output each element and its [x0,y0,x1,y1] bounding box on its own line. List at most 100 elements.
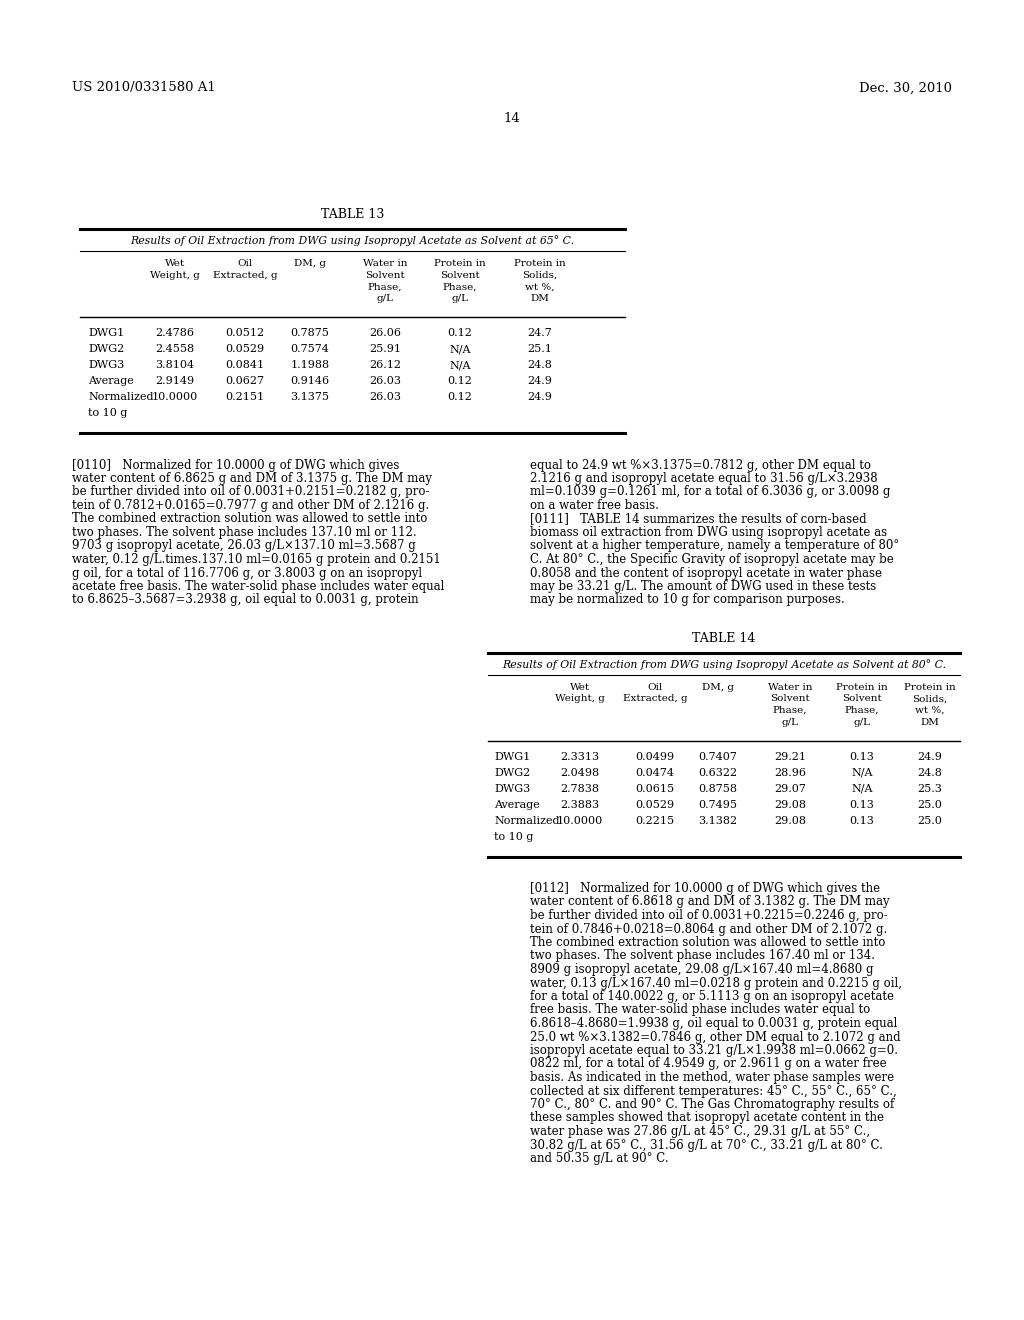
Text: 0.8058 and the content of isopropyl acetate in water phase: 0.8058 and the content of isopropyl acet… [530,566,882,579]
Text: 0.0841: 0.0841 [225,360,264,370]
Text: 0.12: 0.12 [447,392,472,403]
Text: US 2010/0331580 A1: US 2010/0331580 A1 [72,82,216,95]
Text: 30.82 g/L at 65° C., 31.56 g/L at 70° C., 33.21 g/L at 80° C.: 30.82 g/L at 65° C., 31.56 g/L at 70° C.… [530,1138,883,1151]
Text: basis. As indicated in the method, water phase samples were: basis. As indicated in the method, water… [530,1071,894,1084]
Text: acetate free basis. The water-solid phase includes water equal: acetate free basis. The water-solid phas… [72,579,444,593]
Text: TABLE 13: TABLE 13 [321,209,384,222]
Text: The combined extraction solution was allowed to settle into: The combined extraction solution was all… [530,936,886,949]
Text: 0.13: 0.13 [850,751,874,762]
Text: 0.2151: 0.2151 [225,392,264,403]
Text: Water in
Solvent
Phase,
g/L: Water in Solvent Phase, g/L [768,682,812,727]
Text: 0.7875: 0.7875 [291,327,330,338]
Text: 26.03: 26.03 [369,376,401,385]
Text: 0.13: 0.13 [850,800,874,809]
Text: 3.1382: 3.1382 [698,816,737,825]
Text: to 10 g: to 10 g [494,832,534,842]
Text: 24.9: 24.9 [918,751,942,762]
Text: Protein in
Solids,
wt %,
DM: Protein in Solids, wt %, DM [904,682,955,727]
Text: 29.08: 29.08 [774,816,806,825]
Text: tein of 0.7812+0.0165=0.7977 g and other DM of 2.1216 g.: tein of 0.7812+0.0165=0.7977 g and other… [72,499,429,512]
Text: Protein in
Solvent
Phase,
g/L: Protein in Solvent Phase, g/L [434,259,485,304]
Text: Results of Oil Extraction from DWG using Isopropyl Acetate as Solvent at 80° C.: Results of Oil Extraction from DWG using… [502,659,946,671]
Text: 0.7574: 0.7574 [291,345,330,354]
Text: 0.12: 0.12 [447,376,472,385]
Text: 0.7407: 0.7407 [698,751,737,762]
Text: to 10 g: to 10 g [88,408,127,418]
Text: TABLE 14: TABLE 14 [692,632,756,645]
Text: water content of 6.8618 g and DM of 3.1382 g. The DM may: water content of 6.8618 g and DM of 3.13… [530,895,890,908]
Text: Wet
Weight, g: Wet Weight, g [555,682,605,704]
Text: 24.9: 24.9 [527,376,552,385]
Text: 14: 14 [504,111,520,124]
Text: Dec. 30, 2010: Dec. 30, 2010 [859,82,952,95]
Text: water, 0.12 g/L.times.137.10 ml=0.0165 g protein and 0.2151: water, 0.12 g/L.times.137.10 ml=0.0165 g… [72,553,440,566]
Text: 0.0615: 0.0615 [636,784,675,793]
Text: 0822 ml, for a total of 4.9549 g, or 2.9611 g on a water free: 0822 ml, for a total of 4.9549 g, or 2.9… [530,1057,887,1071]
Text: Protein in
Solvent
Phase,
g/L: Protein in Solvent Phase, g/L [837,682,888,727]
Text: 0.0529: 0.0529 [225,345,264,354]
Text: isopropyl acetate equal to 33.21 g/L×1.9938 ml=0.0662 g=0.: isopropyl acetate equal to 33.21 g/L×1.9… [530,1044,898,1057]
Text: to 6.8625–3.5687=3.2938 g, oil equal to 0.0031 g, protein: to 6.8625–3.5687=3.2938 g, oil equal to … [72,594,419,606]
Text: 1.1988: 1.1988 [291,360,330,370]
Text: 2.7838: 2.7838 [560,784,599,793]
Text: 0.0529: 0.0529 [636,800,675,809]
Text: these samples showed that isopropyl acetate content in the: these samples showed that isopropyl acet… [530,1111,884,1125]
Text: water content of 6.8625 g and DM of 3.1375 g. The DM may: water content of 6.8625 g and DM of 3.13… [72,473,432,484]
Text: [0112]   Normalized for 10.0000 g of DWG which gives the: [0112] Normalized for 10.0000 g of DWG w… [530,882,880,895]
Text: 10.0000: 10.0000 [557,816,603,825]
Text: 26.12: 26.12 [369,360,401,370]
Text: on a water free basis.: on a water free basis. [530,499,658,512]
Text: Oil
Extracted, g: Oil Extracted, g [623,682,687,704]
Text: may be 33.21 g/L. The amount of DWG used in these tests: may be 33.21 g/L. The amount of DWG used… [530,579,877,593]
Text: 29.21: 29.21 [774,751,806,762]
Text: Average: Average [88,376,134,385]
Text: Results of Oil Extraction from DWG using Isopropyl Acetate as Solvent at 65° C.: Results of Oil Extraction from DWG using… [130,235,574,247]
Text: The combined extraction solution was allowed to settle into: The combined extraction solution was all… [72,512,427,525]
Text: 0.6322: 0.6322 [698,767,737,777]
Text: 25.91: 25.91 [369,345,401,354]
Text: [0110]   Normalized for 10.0000 g of DWG which gives: [0110] Normalized for 10.0000 g of DWG w… [72,458,399,471]
Text: be further divided into oil of 0.0031+0.2151=0.2182 g, pro-: be further divided into oil of 0.0031+0.… [72,486,429,499]
Text: 0.0499: 0.0499 [636,751,675,762]
Text: Water in
Solvent
Phase,
g/L: Water in Solvent Phase, g/L [362,259,408,304]
Text: tein of 0.7846+0.0218=0.8064 g and other DM of 2.1072 g.: tein of 0.7846+0.0218=0.8064 g and other… [530,923,887,936]
Text: DWG3: DWG3 [88,360,124,370]
Text: Oil
Extracted, g: Oil Extracted, g [213,259,278,280]
Text: two phases. The solvent phase includes 167.40 ml or 134.: two phases. The solvent phase includes 1… [530,949,874,962]
Text: 25.1: 25.1 [527,345,552,354]
Text: 25.3: 25.3 [918,784,942,793]
Text: 3.1375: 3.1375 [291,392,330,403]
Text: ml=0.1039 g=0.1261 ml, for a total of 6.3036 g, or 3.0098 g: ml=0.1039 g=0.1261 ml, for a total of 6.… [530,486,891,499]
Text: 25.0: 25.0 [918,816,942,825]
Text: Wet
Weight, g: Wet Weight, g [151,259,200,280]
Text: 29.07: 29.07 [774,784,806,793]
Text: water phase was 27.86 g/L at 45° C., 29.31 g/L at 55° C.,: water phase was 27.86 g/L at 45° C., 29.… [530,1125,870,1138]
Text: 25.0 wt %×3.1382=0.7846 g, other DM equal to 2.1072 g and: 25.0 wt %×3.1382=0.7846 g, other DM equa… [530,1031,901,1044]
Text: N/A: N/A [450,345,471,354]
Text: free basis. The water-solid phase includes water equal to: free basis. The water-solid phase includ… [530,1003,870,1016]
Text: DWG2: DWG2 [494,767,530,777]
Text: 2.9149: 2.9149 [156,376,195,385]
Text: [0111]   TABLE 14 summarizes the results of corn-based: [0111] TABLE 14 summarizes the results o… [530,512,866,525]
Text: Average: Average [494,800,540,809]
Text: N/A: N/A [851,767,872,777]
Text: 24.9: 24.9 [527,392,552,403]
Text: 2.1216 g and isopropyl acetate equal to 31.56 g/L×3.2938: 2.1216 g and isopropyl acetate equal to … [530,473,878,484]
Text: DWG2: DWG2 [88,345,124,354]
Text: 24.8: 24.8 [527,360,552,370]
Text: Normalized: Normalized [494,816,559,825]
Text: 2.3883: 2.3883 [560,800,600,809]
Text: and 50.35 g/L at 90° C.: and 50.35 g/L at 90° C. [530,1152,669,1166]
Text: 26.06: 26.06 [369,327,401,338]
Text: 28.96: 28.96 [774,767,806,777]
Text: 24.7: 24.7 [527,327,552,338]
Text: 10.0000: 10.0000 [152,392,198,403]
Text: 70° C., 80° C. and 90° C. The Gas Chromatography results of: 70° C., 80° C. and 90° C. The Gas Chroma… [530,1098,894,1111]
Text: 0.8758: 0.8758 [698,784,737,793]
Text: Protein in
Solids,
wt %,
DM: Protein in Solids, wt %, DM [514,259,566,304]
Text: 6.8618–4.8680=1.9938 g, oil equal to 0.0031 g, protein equal: 6.8618–4.8680=1.9938 g, oil equal to 0.0… [530,1016,897,1030]
Text: 0.2215: 0.2215 [636,816,675,825]
Text: g oil, for a total of 116.7706 g, or 3.8003 g on an isopropyl: g oil, for a total of 116.7706 g, or 3.8… [72,566,422,579]
Text: Normalized: Normalized [88,392,154,403]
Text: equal to 24.9 wt %×3.1375=0.7812 g, other DM equal to: equal to 24.9 wt %×3.1375=0.7812 g, othe… [530,458,871,471]
